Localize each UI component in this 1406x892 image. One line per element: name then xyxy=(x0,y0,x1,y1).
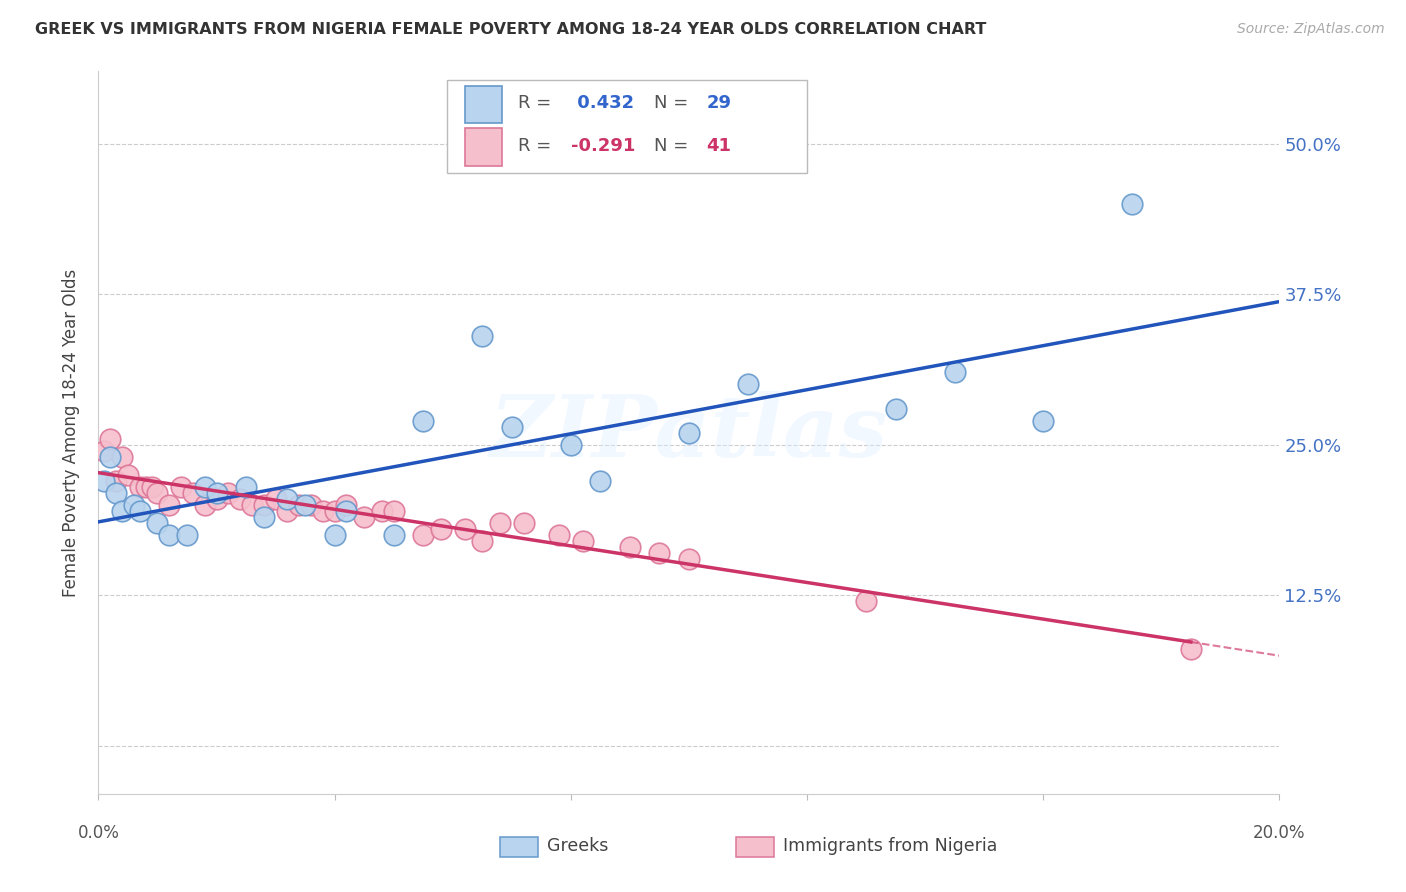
Point xyxy=(205,491,228,506)
Text: R =: R = xyxy=(517,136,557,155)
Point xyxy=(1032,414,1054,428)
Point xyxy=(855,594,877,608)
Point xyxy=(128,504,150,518)
Point xyxy=(122,498,145,512)
Point xyxy=(141,480,163,494)
Point xyxy=(146,516,169,530)
Point xyxy=(560,438,582,452)
Point xyxy=(253,510,276,524)
Point xyxy=(335,498,357,512)
FancyBboxPatch shape xyxy=(464,128,502,166)
Text: Immigrants from Nigeria: Immigrants from Nigeria xyxy=(783,837,998,855)
FancyBboxPatch shape xyxy=(737,837,773,856)
Point xyxy=(128,480,150,494)
Point xyxy=(170,480,193,494)
Point xyxy=(105,485,128,500)
Point xyxy=(217,485,239,500)
Text: ZIPatlas: ZIPatlas xyxy=(489,391,889,475)
Point xyxy=(512,516,534,530)
Point xyxy=(111,504,134,518)
Point xyxy=(430,522,453,536)
Point xyxy=(294,498,316,512)
Point xyxy=(382,504,405,518)
Point xyxy=(105,474,128,488)
Point xyxy=(884,401,907,416)
Point xyxy=(288,498,311,512)
Point xyxy=(335,504,357,518)
Point xyxy=(176,528,198,542)
Point xyxy=(353,510,375,524)
Point xyxy=(737,377,759,392)
Point xyxy=(678,552,700,566)
Point xyxy=(1121,197,1143,211)
Point xyxy=(98,450,121,464)
Point xyxy=(240,498,263,512)
Point xyxy=(943,366,966,380)
Point xyxy=(412,528,434,542)
Text: R =: R = xyxy=(517,95,557,112)
Text: N =: N = xyxy=(654,136,693,155)
Text: N =: N = xyxy=(654,95,693,112)
Text: GREEK VS IMMIGRANTS FROM NIGERIA FEMALE POVERTY AMONG 18-24 YEAR OLDS CORRELATIO: GREEK VS IMMIGRANTS FROM NIGERIA FEMALE … xyxy=(35,22,987,37)
Point xyxy=(382,528,405,542)
Point xyxy=(412,414,434,428)
Point xyxy=(678,425,700,440)
Point xyxy=(93,474,115,488)
Y-axis label: Female Poverty Among 18-24 Year Olds: Female Poverty Among 18-24 Year Olds xyxy=(62,268,80,597)
Point xyxy=(93,443,115,458)
Text: Greeks: Greeks xyxy=(547,837,609,855)
Point xyxy=(235,480,257,494)
Point xyxy=(619,540,641,554)
Point xyxy=(146,485,169,500)
Point xyxy=(371,504,394,518)
Point xyxy=(501,419,523,434)
Point xyxy=(117,467,139,482)
Point xyxy=(648,546,671,560)
Point xyxy=(589,474,612,488)
Point xyxy=(111,450,134,464)
Point xyxy=(571,533,593,548)
Point xyxy=(135,480,157,494)
Point xyxy=(471,329,494,343)
FancyBboxPatch shape xyxy=(447,80,807,172)
Point xyxy=(264,491,287,506)
FancyBboxPatch shape xyxy=(501,837,537,856)
Point xyxy=(299,498,322,512)
Point xyxy=(276,504,298,518)
Point xyxy=(157,528,180,542)
Text: -0.291: -0.291 xyxy=(571,136,636,155)
Point xyxy=(157,498,180,512)
Point xyxy=(276,491,298,506)
Point xyxy=(194,480,217,494)
Text: 0.0%: 0.0% xyxy=(77,824,120,842)
Point xyxy=(229,491,252,506)
Point xyxy=(453,522,475,536)
Point xyxy=(548,528,571,542)
Text: 41: 41 xyxy=(707,136,731,155)
Point xyxy=(98,432,121,446)
Point xyxy=(1180,642,1202,657)
Point xyxy=(253,498,276,512)
Point xyxy=(205,485,228,500)
Point xyxy=(312,504,335,518)
Point xyxy=(471,533,494,548)
Point xyxy=(323,528,346,542)
Text: 29: 29 xyxy=(707,95,731,112)
Point xyxy=(323,504,346,518)
Text: Source: ZipAtlas.com: Source: ZipAtlas.com xyxy=(1237,22,1385,37)
Point xyxy=(489,516,512,530)
Point xyxy=(181,485,204,500)
Text: 0.432: 0.432 xyxy=(571,95,634,112)
Point xyxy=(194,498,217,512)
FancyBboxPatch shape xyxy=(464,86,502,123)
Text: 20.0%: 20.0% xyxy=(1253,824,1306,842)
